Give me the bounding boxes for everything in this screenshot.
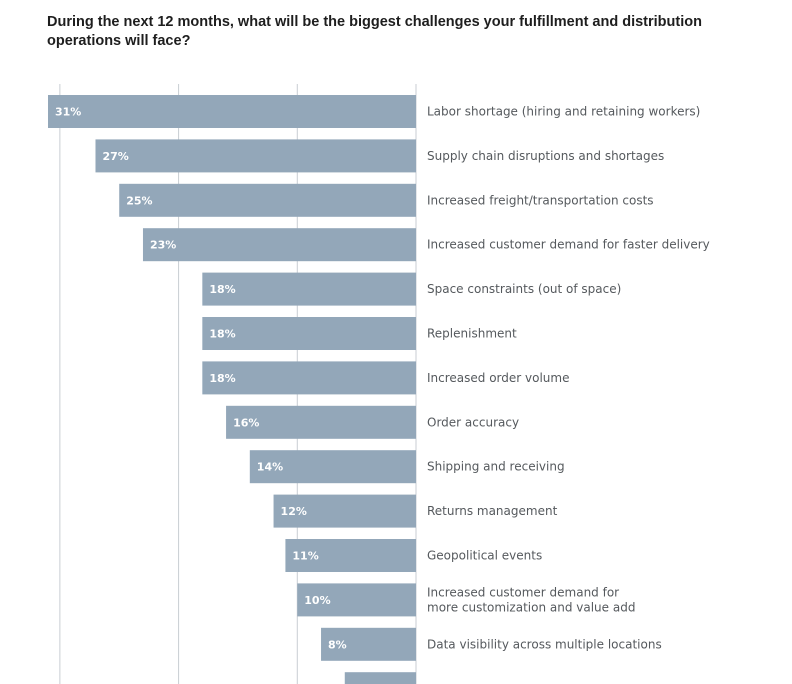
bar-value-label: 18%: [209, 372, 235, 385]
bar-value-label: 18%: [209, 328, 235, 341]
category-label-line: Supply chain disruptions and shortages: [427, 149, 664, 163]
category-label: Returns management: [427, 504, 558, 518]
bar: [344, 672, 416, 684]
bar: [273, 494, 416, 528]
bar-value-label: 12%: [281, 505, 307, 518]
category-label: Order accuracy: [427, 415, 519, 429]
category-label: Replenishment: [427, 327, 517, 341]
bar-value-label: 16%: [233, 416, 259, 429]
category-labels: Labor shortage (hiring and retaining wor…: [427, 105, 710, 652]
category-label: Increased freight/transportation costs: [427, 193, 654, 207]
bar-value-label: 23%: [150, 239, 176, 252]
bar: [119, 183, 417, 217]
bar: [142, 228, 416, 262]
bar-value-label: 25%: [126, 194, 152, 207]
category-label-line: Increased freight/transportation costs: [427, 193, 654, 207]
category-label-line: Replenishment: [427, 327, 517, 341]
bar: [285, 539, 416, 572]
bar: [202, 272, 416, 306]
category-label-line: Labor shortage (hiring and retaining wor…: [427, 105, 700, 119]
bar-value-label: 11%: [292, 550, 318, 563]
category-label-line: Returns management: [427, 504, 558, 518]
category-label: Space constraints (out of space): [427, 282, 621, 296]
category-label: Shipping and receiving: [427, 460, 565, 474]
category-label-line: Increased customer demand for faster del…: [427, 238, 710, 252]
category-label-line: Space constraints (out of space): [427, 282, 621, 296]
bar: [95, 139, 416, 173]
bar-value-label: 27%: [102, 150, 128, 163]
bars: 31% 27% 25% 23% 18% 18% 18% 16% 14% 12% 11% 10% 8% 6%: [48, 95, 417, 684]
category-label-line: Increased customer demand for: [427, 585, 619, 599]
category-label-line: Shipping and receiving: [427, 460, 565, 474]
category-label: Data visibility across multiple location…: [427, 637, 662, 651]
category-label-line: more customization and value add: [427, 600, 635, 614]
category-label: Supply chain disruptions and shortages: [427, 149, 664, 163]
category-label-line: Geopolitical events: [427, 549, 542, 563]
category-label: Increased customer demand for more custom…: [427, 585, 635, 614]
bar: [321, 627, 416, 661]
bar-value-label: 8%: [328, 638, 347, 651]
bar: [249, 450, 416, 484]
bar-value-label: 10%: [304, 594, 330, 607]
bar: [297, 583, 416, 617]
bar: [202, 317, 416, 350]
category-label-line: Data visibility across multiple location…: [427, 637, 662, 651]
bar-value-label: 18%: [209, 283, 235, 296]
bar-value-label: 14%: [257, 461, 283, 474]
category-label: Geopolitical events: [427, 549, 542, 563]
category-label: Increased customer demand for faster del…: [427, 238, 710, 252]
bar: [48, 95, 416, 128]
category-label: Labor shortage (hiring and retaining wor…: [427, 105, 700, 119]
bar-value-label: 31%: [55, 106, 81, 119]
bar-value-label: 6%: [352, 683, 371, 684]
category-label: Increased order volume: [427, 371, 569, 385]
bar: [226, 405, 416, 439]
category-label-line: Order accuracy: [427, 415, 519, 429]
category-label-line: Increased order volume: [427, 371, 569, 385]
bar: [202, 361, 416, 395]
chart-title: During the next 12 months, what will be …: [47, 14, 702, 49]
